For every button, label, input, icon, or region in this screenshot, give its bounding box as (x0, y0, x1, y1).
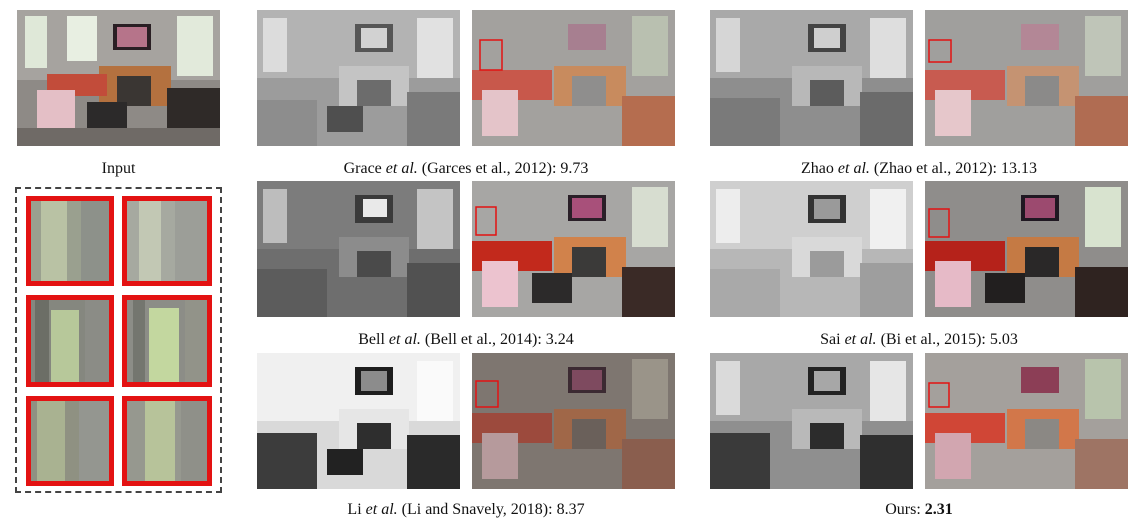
input-image (17, 10, 220, 146)
caption-li-prefix: Li (347, 501, 366, 518)
li-reflectance-image (472, 353, 675, 489)
caption-ours-prefix: Ours: (885, 501, 925, 518)
bell-shading-image (257, 181, 460, 317)
caption-zhao-prefix: Zhao (801, 160, 838, 177)
caption-bell-etal: et al. (388, 331, 421, 348)
crop-li (26, 396, 114, 486)
caption-li: Li et al. (Li and Snavely, 2018): 8.37 (257, 501, 675, 519)
caption-sai-prefix: Sai (820, 331, 845, 348)
caption-bell-prefix: Bell (358, 331, 389, 348)
input-caption: Input (101, 160, 136, 177)
caption-zhao-cite: (Zhao et al., 2012): (869, 160, 1001, 177)
caption-li-cite: (Li and Snavely, 2018): (397, 501, 557, 518)
caption-sai-score: 5.03 (989, 331, 1018, 348)
bell-reflectance-image (472, 181, 675, 317)
grace-shading-image (257, 10, 460, 146)
caption-grace-etal: et al. (385, 160, 418, 177)
caption-zhao-score: 13.13 (1000, 160, 1037, 177)
sai-reflectance-image (925, 181, 1128, 317)
caption-sai-cite: (Bi et al., 2015): (876, 331, 990, 348)
zoom-inset (15, 187, 222, 493)
caption-grace: Grace et al. (Garces et al., 2012): 9.73 (257, 160, 675, 178)
caption-bell: Bell et al. (Bell et al., 2014): 3.24 (257, 331, 675, 349)
sai-shading-image (710, 181, 913, 317)
li-shading-image (257, 353, 460, 489)
zhao-shading-image (710, 10, 913, 146)
caption-grace-prefix: Grace (343, 160, 386, 177)
caption-li-score: 8.37 (556, 501, 585, 518)
ours-reflectance-image (925, 353, 1128, 489)
caption-grace-cite: (Garces et al., 2012): (417, 160, 561, 177)
caption-ours-score: 2.31 (924, 501, 953, 518)
zhao-reflectance-image (925, 10, 1128, 146)
crop-zhao (122, 196, 212, 286)
caption-sai: Sai et al. (Bi et al., 2015): 5.03 (710, 331, 1128, 349)
crop-bell (26, 295, 114, 387)
caption-sai-etal: et al. (844, 331, 877, 348)
crop-ours (122, 396, 212, 486)
ours-shading-image (710, 353, 913, 489)
caption-li-etal: et al. (365, 501, 398, 518)
caption-grace-score: 9.73 (560, 160, 589, 177)
grace-reflectance-image (472, 10, 675, 146)
caption-zhao-etal: et al. (837, 160, 870, 177)
crop-sai (122, 295, 212, 387)
caption-ours: Ours: 2.31 (710, 501, 1128, 519)
caption-bell-cite: (Bell et al., 2014): (420, 331, 546, 348)
caption-bell-score: 3.24 (545, 331, 574, 348)
caption-zhao: Zhao et al. (Zhao et al., 2012): 13.13 (710, 160, 1128, 178)
crop-grace (26, 196, 114, 286)
